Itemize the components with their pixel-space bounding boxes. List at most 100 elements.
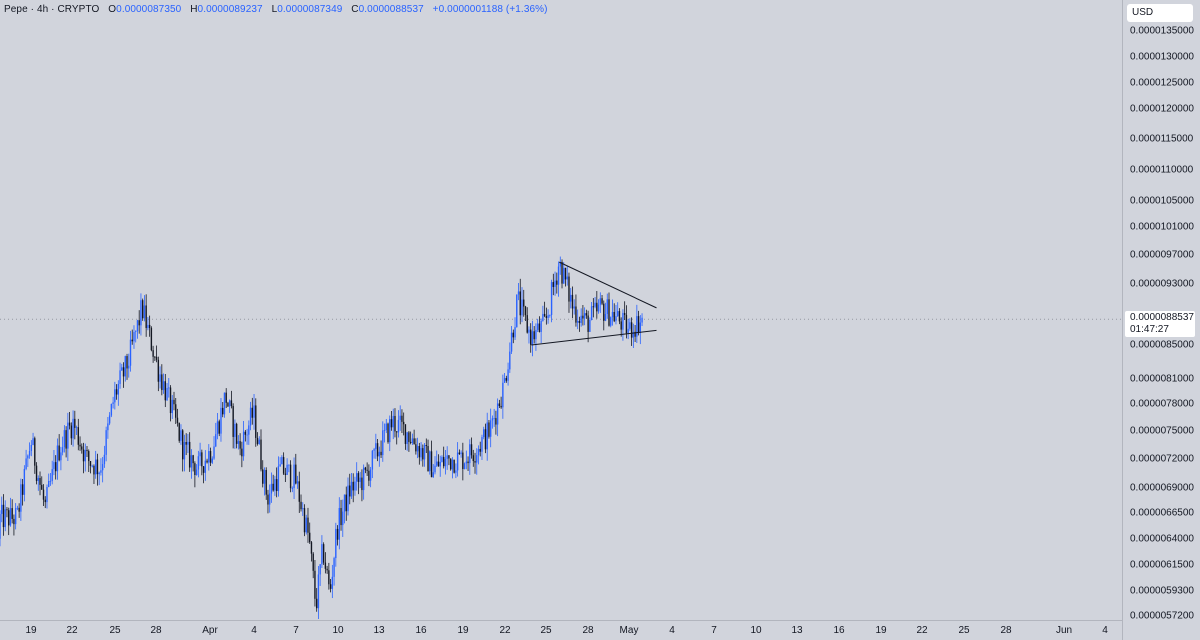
candle-body [448, 455, 450, 459]
candle-body [486, 422, 488, 450]
candle-body [53, 462, 55, 470]
candle-body [2, 504, 5, 528]
candle-body [190, 455, 193, 468]
candle-body [14, 508, 17, 525]
candle-body [46, 487, 48, 503]
candle-body [615, 316, 617, 322]
candle-body [282, 457, 285, 474]
candle-body [211, 458, 213, 463]
candle-body [262, 469, 264, 484]
candle-body [352, 481, 354, 491]
candle-body [20, 484, 22, 512]
candle-body [436, 461, 438, 466]
candle-body [392, 415, 394, 428]
candle-body [434, 465, 436, 473]
candle-body [265, 470, 267, 495]
candle-body [58, 445, 60, 461]
candle-body [474, 461, 476, 463]
candle-body [629, 322, 631, 329]
trendline[interactable] [531, 329, 657, 346]
high-value: 0.0000089237 [197, 4, 263, 15]
candle-body [192, 455, 194, 464]
candle-body [305, 517, 307, 533]
candlestick-chart[interactable] [0, 0, 1122, 620]
candle-body [356, 473, 358, 482]
candle-body [599, 298, 601, 305]
candle-body [375, 443, 377, 450]
candle-body [359, 477, 361, 482]
candle-body [310, 542, 313, 554]
candle-body [469, 444, 471, 464]
time-axis[interactable] [0, 620, 1122, 640]
candle-body [148, 324, 151, 329]
currency-button[interactable]: USD [1127, 4, 1193, 22]
time-tick-label: 10 [750, 625, 762, 636]
candle-body [413, 438, 415, 445]
candle-body [472, 455, 474, 462]
candle-body [288, 464, 290, 466]
candle-body [495, 418, 497, 425]
candle-body [324, 562, 327, 569]
candle-body [126, 356, 128, 369]
price-tick-label: 0.0000101000 [1130, 221, 1194, 233]
candle-body [597, 304, 600, 312]
high-label: H [190, 4, 198, 15]
price-tick-label: 0.0000059300 [1130, 585, 1194, 597]
candle-body [70, 425, 73, 439]
candle-body [272, 483, 274, 491]
price-tick-label: 0.0000110000 [1130, 164, 1194, 176]
price-axis[interactable] [1122, 0, 1200, 640]
candle-body [409, 441, 412, 443]
open-label: O [108, 4, 117, 15]
candle-body [246, 434, 248, 436]
candle-body [589, 320, 591, 332]
candle-body [455, 470, 457, 473]
candle-body [157, 359, 160, 382]
candle-body [63, 430, 66, 448]
candle-body [517, 291, 520, 295]
candle-body [449, 458, 452, 470]
candle-body [401, 415, 403, 422]
candle-body [489, 420, 492, 437]
candle-body [312, 553, 314, 571]
candle-body [331, 576, 334, 589]
candle-body [423, 445, 426, 460]
candle-body [161, 374, 163, 391]
candle-body [51, 469, 53, 481]
candle-body [49, 480, 52, 482]
candle-body [564, 267, 567, 280]
candle-body [255, 405, 257, 438]
candle-body [121, 367, 123, 371]
candle-body [108, 415, 111, 424]
candle-body [550, 282, 553, 315]
candle-body [601, 298, 603, 304]
candle-body [587, 315, 589, 332]
candle-body [483, 429, 485, 438]
trendline[interactable] [558, 261, 657, 309]
candle-body [596, 302, 598, 312]
candle-body [4, 509, 6, 528]
candle-body [502, 382, 504, 408]
candle-body [275, 479, 278, 492]
candle-body [542, 313, 544, 321]
candle-body [175, 404, 177, 418]
candle-body [627, 328, 629, 334]
trendlines-group[interactable] [531, 261, 657, 346]
price-tick-label: 0.0000085000 [1130, 339, 1194, 351]
time-tick-label: 19 [875, 625, 887, 636]
candle-body [42, 489, 45, 500]
candle-body [418, 446, 421, 458]
candle-body [583, 313, 586, 319]
candle-body [138, 320, 140, 326]
candle-body [439, 461, 441, 467]
candle-body [340, 508, 342, 526]
candle-body [594, 302, 596, 307]
candle-body [263, 470, 266, 484]
candle-body [185, 441, 187, 445]
candle-body [140, 300, 142, 326]
candle-body [350, 481, 353, 497]
candle-body [432, 472, 434, 478]
candle-body [277, 466, 280, 492]
time-tick-label: 4 [251, 625, 257, 636]
candle-body [128, 365, 130, 369]
